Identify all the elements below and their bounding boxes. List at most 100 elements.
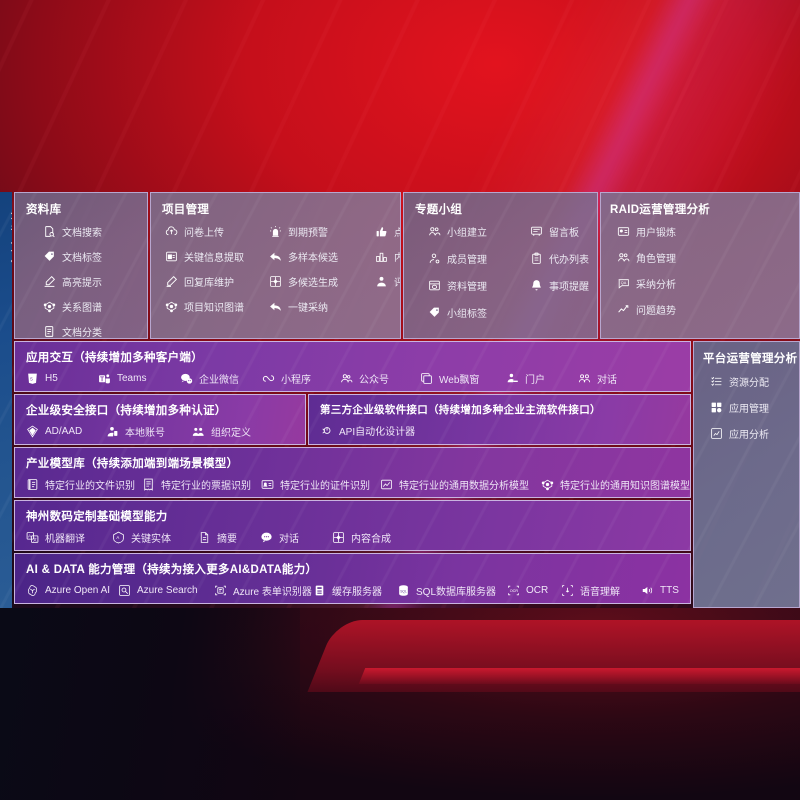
menu-item-receipt-recognize[interactable]: 特定行业的票据识别 <box>142 477 261 492</box>
menu-item-member-management[interactable]: 成员管理 <box>428 251 524 266</box>
menu-item-official-account[interactable]: 公众号 <box>340 371 420 386</box>
sidebar-item-5[interactable]: 指导原则 <box>0 448 12 480</box>
menu-item-resource-allocation[interactable]: 资源分配 <box>710 374 791 389</box>
menu-item-wecom[interactable]: 企业微信 <box>180 371 262 386</box>
app-interaction-items: 5 H5 Teams 企业微信 小程序 <box>15 365 690 386</box>
doc-search-icon <box>43 225 56 238</box>
thumbs-up-icon <box>375 225 388 238</box>
menu-item-miniprogram[interactable]: 小程序 <box>262 371 340 386</box>
menu-item-thanks[interactable]: 点赞感谢 <box>375 224 400 239</box>
menu-item-chat[interactable]: 对话 <box>260 530 332 545</box>
menu-item-adoption-analysis[interactable]: QA 采纳分析 <box>617 276 791 291</box>
menu-item-label: 机器翻译 <box>45 534 85 545</box>
sidebar-item-label[interactable]: 临床文献 <box>0 288 12 320</box>
menu-item-speech-understanding[interactable]: 语音理解 <box>561 583 641 598</box>
menu-item-ad-aad[interactable]: AD/AAD <box>26 425 106 438</box>
menu-item-id-recognize[interactable]: 特定行业的证件识别 <box>261 477 380 492</box>
sidebar-item-label[interactable]: 竞争对手 <box>0 416 12 448</box>
menu-item-user-portrait[interactable]: 用户锻炼 <box>617 224 791 239</box>
sidebar-item-7[interactable]: 审评报告 <box>0 512 12 544</box>
menu-item-role-management[interactable]: 角色管理 <box>617 250 791 265</box>
menu-item-label: 文档搜索 <box>62 228 102 239</box>
panel-title: 资料库 <box>26 204 62 216</box>
sidebar-item-6[interactable]: 标管中心标准 <box>0 480 12 512</box>
sidebar-item-1[interactable]: 发补文件 <box>0 320 12 352</box>
menu-item-teams[interactable]: Teams <box>98 372 180 385</box>
menu-item-content-synthesis[interactable]: 内容合成 <box>332 530 391 545</box>
menu-item-issue-trend[interactable]: 问题趋势 <box>617 302 791 317</box>
menu-item-reviewer-profile[interactable]: 评审员画像 <box>375 274 400 289</box>
sidebar-item-label[interactable]: 发补文件 <box>0 320 12 352</box>
sidebar-item-4[interactable]: 竞争对手 <box>0 416 12 448</box>
menu-item-cache-server[interactable]: 缓存服务器 <box>313 583 397 598</box>
menu-item-reply-library[interactable]: 回复库维护 <box>165 274 263 289</box>
menu-item-sql-server[interactable]: SQL SQL数据库服务器 <box>397 583 507 598</box>
menu-item-due-alert[interactable]: 到期预警 <box>269 224 369 239</box>
menu-item-h5[interactable]: 5 H5 <box>26 372 98 385</box>
menu-item-project-graph[interactable]: 项目知识图谱 <box>165 299 263 314</box>
menu-item-app-analysis[interactable]: 应用分析 <box>710 426 791 441</box>
menu-item-portal[interactable]: 门户 <box>506 371 578 386</box>
panel-project-management: 项目管理 问卷上传 到期预警 点赞感谢 <box>150 192 401 339</box>
sidebar-item-label[interactable]: 共性问题 <box>0 544 12 576</box>
menu-item-group-create[interactable]: 小组建立 <box>428 224 524 239</box>
menu-item-group-tag[interactable]: 小组标签 <box>428 305 524 320</box>
menu-item-questionnaire-upload[interactable]: 问卷上传 <box>165 224 263 239</box>
menu-item-material-management[interactable]: 资料管理 <box>428 278 524 293</box>
sidebar-item-label[interactable]: 审评报告 <box>0 512 12 544</box>
menu-item-web-popup[interactable]: Web飘窗 <box>420 371 506 386</box>
menu-item-key-entity[interactable]: A 关键实体 <box>112 530 198 545</box>
menu-item-multi-sample[interactable]: 多样本候选 <box>269 249 369 264</box>
menu-item-app-management[interactable]: 应用管理 <box>710 400 791 415</box>
menu-item-label: 文档分类 <box>62 328 102 339</box>
sidebar-title: 外部文件 <box>0 206 12 270</box>
menu-item-message-board[interactable]: 留言板 <box>530 224 589 239</box>
menu-item-relation-graph[interactable]: 关系图谱 <box>43 299 139 314</box>
svg-text:A: A <box>28 534 31 539</box>
sidebar-item-label[interactable]: 审评培训内容 <box>0 384 12 416</box>
menu-item-org-define[interactable]: 组织定义 <box>192 424 251 439</box>
menu-item-dialog[interactable]: 对话 <box>578 371 617 386</box>
sidebar-item-label[interactable]: 关键字池 <box>0 352 12 384</box>
menu-item-label: 资源分配 <box>729 378 769 389</box>
sidebar-item-0[interactable]: 临床文献 <box>0 288 12 320</box>
panel-title: AI & DATA 能力管理（持续为接入更多AI&DATA能力） <box>26 564 318 576</box>
menu-item-label: 问卷上传 <box>184 228 224 239</box>
menu-item-label: 多样本候选 <box>288 253 338 264</box>
menu-item-event-reminder[interactable]: 事项提醒 <box>530 278 589 293</box>
menu-item-tts[interactable]: TTS <box>641 584 679 597</box>
menu-item-azure-search[interactable]: Azure Search <box>118 584 214 597</box>
menu-item-form-recognizer[interactable]: Azure 表单识别器 <box>214 583 313 598</box>
sidebar-item-label[interactable]: 标管中心标准 <box>0 480 12 512</box>
menu-item-api-designer[interactable]: API自动化设计器 <box>320 423 415 438</box>
menu-item-key-info-extract[interactable]: 关键信息提取 <box>165 249 263 264</box>
menu-item-expert-rank[interactable]: 内部专家排名 <box>375 249 400 264</box>
menu-item-label: API自动化设计器 <box>339 427 416 438</box>
menu-item-data-analysis-model[interactable]: 特定行业的通用数据分析模型 <box>380 477 541 492</box>
person-gear-icon <box>428 252 441 265</box>
sidebar-item-3[interactable]: 审评培训内容 <box>0 384 12 416</box>
menu-item-summary[interactable]: 摘要 <box>198 530 260 545</box>
sidebar-item-label[interactable]: 指导原则 <box>0 448 12 480</box>
menu-item-label: 多候选生成 <box>288 278 338 289</box>
menu-item-knowledge-graph-model[interactable]: 特定行业的通用知识图谱模型 <box>541 477 690 492</box>
menu-item-file-recognize[interactable]: 特定行业的文件识别 <box>26 477 142 492</box>
menu-item-doc-tag[interactable]: 文档标签 <box>43 249 139 264</box>
sidebar-item-8[interactable]: 共性问题 <box>0 544 12 576</box>
menu-item-one-click-adopt[interactable]: 一键采纳 <box>269 299 369 314</box>
sidebar-item-2[interactable]: 关键字池 <box>0 352 12 384</box>
menu-item-label: 应用管理 <box>729 404 769 415</box>
menu-item-label: 特定行业的通用知识图谱模型 <box>560 481 690 492</box>
menu-item-doc-search[interactable]: 文档搜索 <box>43 224 139 239</box>
menu-item-azure-openai[interactable]: Azure Open AI <box>26 584 118 597</box>
menu-item-todo-list[interactable]: 代办列表 <box>530 251 589 266</box>
menu-item-doc-category[interactable]: 文档分类 <box>43 324 139 339</box>
summary-doc-icon <box>198 531 211 544</box>
menu-item-ocr[interactable]: OCR OCR <box>507 584 561 597</box>
menu-item-local-account[interactable]: 本地账号 <box>106 424 192 439</box>
panel-title: 第三方企业级软件接口（持续增加多种企业主流软件接口） <box>320 404 601 416</box>
panel-title: 企业级安全接口（持续增加多种认证） <box>26 405 227 417</box>
menu-item-multi-candidate-gen[interactable]: 多候选生成 <box>269 274 369 289</box>
menu-item-highlight[interactable]: 高亮提示 <box>43 274 139 289</box>
